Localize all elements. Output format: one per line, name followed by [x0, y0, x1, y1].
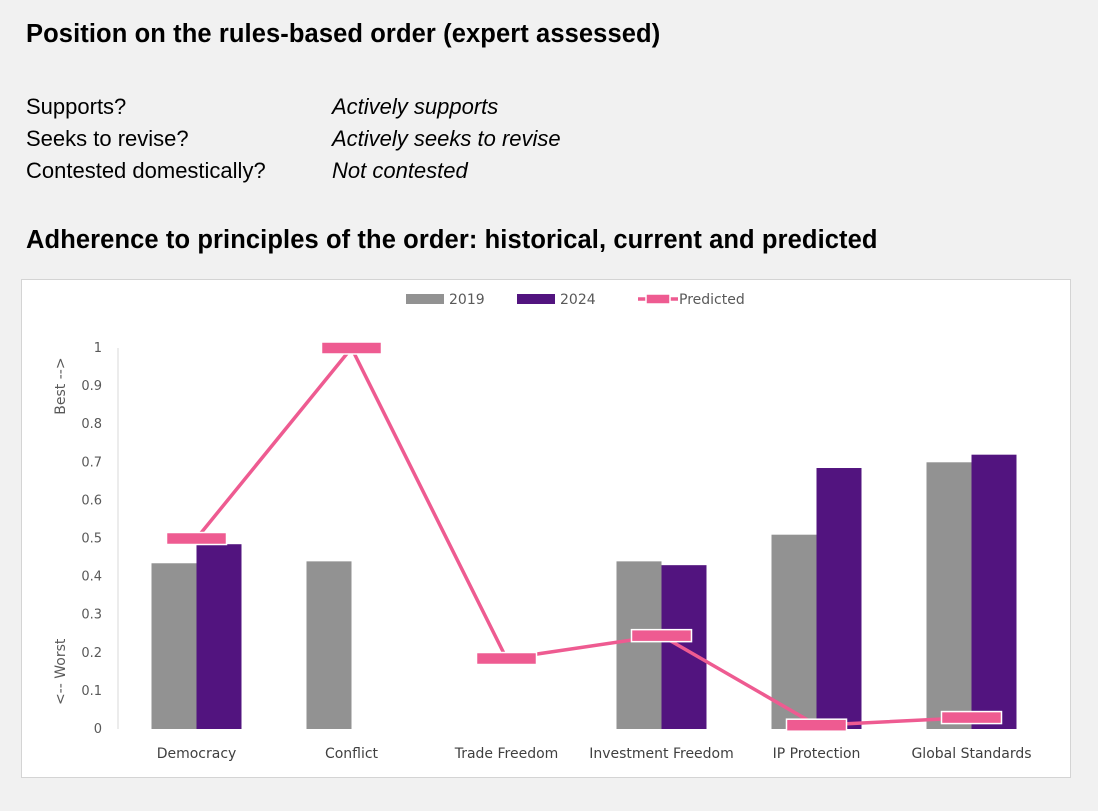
position-row-label: Supports?	[26, 94, 127, 119]
predicted-marker	[630, 628, 693, 643]
y-tick-label: 0	[94, 722, 102, 737]
bar-2024	[971, 454, 1017, 729]
y-label-worst: <-- Worst	[53, 638, 69, 705]
x-tick-label: IP Protection	[773, 746, 861, 762]
y-tick-label: 0.7	[81, 455, 102, 470]
predicted-marker	[940, 710, 1003, 725]
position-row-value: Actively seeks to revise	[332, 126, 561, 151]
legend-marker-Predicted	[645, 293, 671, 305]
y-tick-label: 0.8	[81, 417, 102, 432]
adherence-title: Adherence to principles of the order: hi…	[26, 226, 878, 254]
y-tick-label: 0.5	[81, 532, 102, 547]
x-tick-label: Trade Freedom	[454, 746, 559, 762]
y-label-best: Best -->	[53, 357, 69, 414]
y-tick-label: 0.9	[81, 379, 102, 394]
bar-2019	[616, 561, 662, 729]
x-tick-label: Conflict	[325, 746, 379, 762]
predicted-marker	[475, 651, 538, 666]
y-tick-label: 0.6	[81, 493, 102, 508]
y-tick-label: 0.2	[81, 646, 102, 661]
position-title: Position on the rules-based order (exper…	[26, 20, 661, 48]
bar-2019	[926, 462, 972, 729]
legend-label: 2019	[449, 292, 485, 308]
chart-svg: 0 0.1 0.2 0.3 0.4 0.5 0.6 0.7 0.8 0.9 1 Best --> <--…	[53, 292, 1032, 762]
bar-2024	[196, 544, 242, 729]
legend-swatch-2024	[517, 294, 555, 304]
predicted-marker	[320, 341, 383, 355]
position-row-label: Contested domestically?	[26, 158, 266, 183]
y-tick-label: 0.1	[81, 684, 102, 699]
adherence-chart: 0 0.1 0.2 0.3 0.4 0.5 0.6 0.7 0.8 0.9 1 Best --> <--…	[21, 279, 1071, 778]
bar-2019	[151, 563, 197, 729]
position-row-label: Seeks to revise?	[26, 126, 189, 151]
y-tick-label: 0.3	[81, 608, 102, 623]
position-row-value: Actively supports	[332, 94, 499, 119]
predicted-marker	[785, 718, 848, 732]
legend-label: Predicted	[679, 292, 745, 308]
bar-2019	[771, 534, 817, 729]
legend-swatch-2019	[406, 294, 444, 304]
x-tick-label: Democracy	[157, 746, 237, 762]
bar-2019	[306, 561, 352, 729]
y-tick-label: 0.4	[81, 570, 102, 585]
x-tick-label: Global Standards	[911, 746, 1031, 762]
predicted-marker	[165, 531, 228, 546]
position-row-value: Not contested	[332, 158, 468, 183]
x-tick-label: Investment Freedom	[589, 746, 734, 762]
y-tick-label: 1	[94, 341, 102, 356]
bar-2024	[816, 468, 862, 729]
legend-label: 2024	[560, 292, 596, 308]
